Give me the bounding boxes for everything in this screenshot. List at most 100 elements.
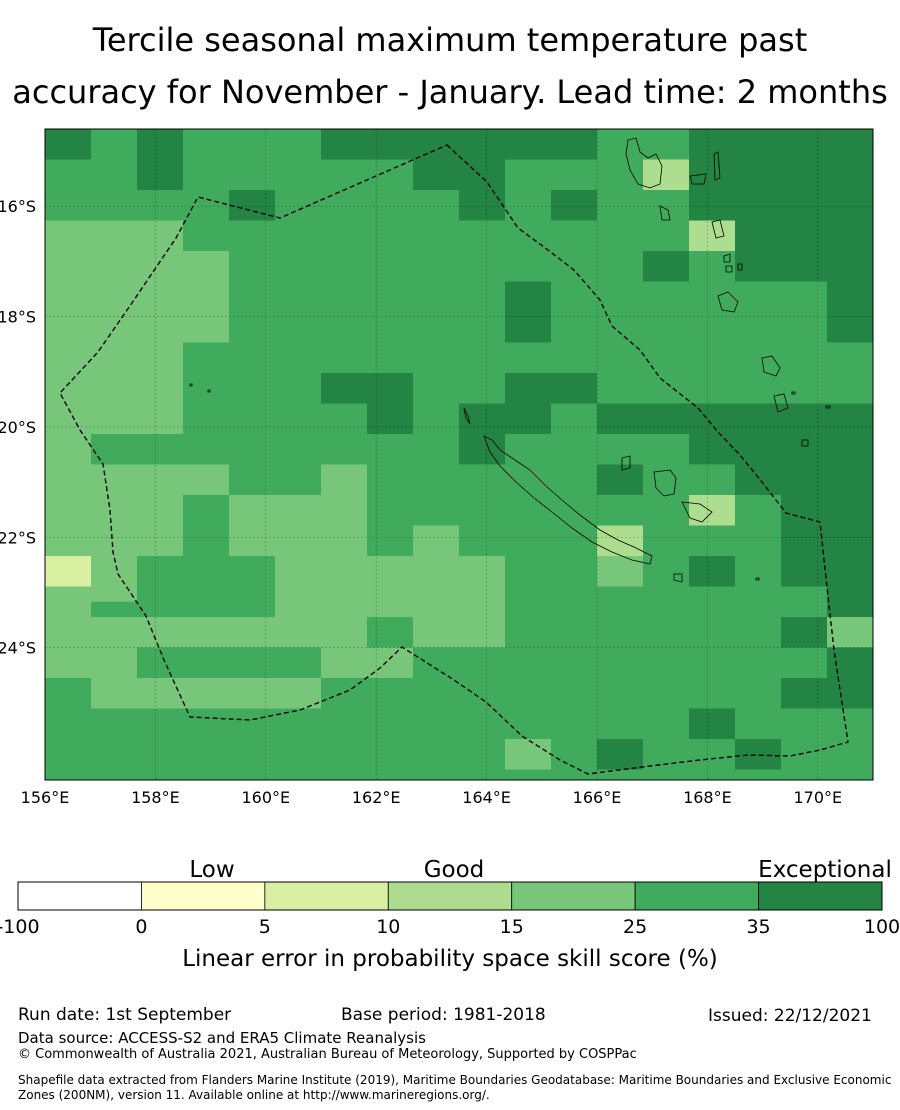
skill-cell (551, 190, 597, 221)
colorbar-tick-label: 100 (864, 916, 900, 938)
island-small-7 (755, 577, 760, 581)
skill-cell (91, 342, 183, 373)
skill-cell (321, 525, 367, 556)
skill-cell (91, 525, 183, 556)
island-small-2 (725, 265, 733, 273)
colorbar-swatch (264, 881, 389, 911)
island-lifou (653, 469, 677, 497)
island-ouvea (463, 407, 471, 425)
skill-cell (413, 525, 459, 556)
title-line-2: accuracy for November - January. Lead ti… (12, 73, 888, 111)
island-pentecost (711, 219, 725, 239)
skill-cell (275, 556, 505, 587)
skill-cell (459, 403, 551, 434)
skill-cell (45, 342, 91, 373)
skill-cell (597, 739, 643, 770)
island-small-4 (189, 383, 193, 387)
island-tanna (717, 291, 739, 313)
base-period: Base period: 1981-2018 (341, 1005, 546, 1025)
skill-cell (643, 251, 689, 282)
lat-tick-label: 24°S (0, 639, 36, 658)
skill-cell (827, 281, 873, 343)
colorbar-tick-label: 15 (500, 916, 524, 938)
island-loyalty-east (773, 393, 789, 413)
lon-tick-label: 162°E (352, 788, 401, 807)
skill-cell (597, 464, 643, 495)
skill-cell (689, 220, 735, 251)
skill-cell (781, 617, 827, 648)
colorbar-swatch (141, 881, 266, 911)
map-title: Tercile seasonal maximum temperature pas… (0, 14, 900, 118)
lon-tick-label: 160°E (241, 788, 290, 807)
skill-cell (45, 495, 183, 526)
skill-cell (45, 586, 91, 617)
skill-cell (45, 556, 91, 587)
skill-cell (91, 586, 137, 602)
island-matthew (801, 439, 809, 447)
skill-cell (689, 129, 873, 221)
skill-cell (505, 281, 551, 343)
colorbar-frame (17, 881, 883, 911)
island-mare (681, 501, 713, 523)
shapefile-credit-2: Zones (200NM), version 11. Available onl… (18, 1088, 490, 1102)
data-source: Data source: ACCESS-S2 and ERA5 Climate … (18, 1029, 426, 1047)
skill-cell (735, 739, 781, 770)
island-isle-of-pines (673, 573, 683, 583)
skill-cell (137, 129, 183, 190)
island-small-1 (723, 253, 731, 263)
island-small-5 (207, 389, 211, 393)
skill-cell (91, 464, 137, 495)
skill-cell (827, 586, 873, 617)
island-aneityum (761, 355, 781, 377)
coastlines (189, 137, 831, 583)
colorbar-swatch (634, 881, 759, 911)
skill-cell (413, 129, 597, 160)
lat-tick-label: 16°S (0, 197, 36, 216)
skill-cell (321, 617, 367, 678)
colorbar-tick-label: 0 (135, 916, 147, 938)
colorbar-title: Linear error in probability space skill … (182, 946, 718, 972)
skill-cell (45, 129, 91, 160)
colorbar-tick-label: 35 (746, 916, 770, 938)
colorbar-swatch (387, 881, 513, 911)
lon-tick-label: 168°E (683, 788, 732, 807)
skill-cell (367, 403, 413, 434)
island-malekula (659, 205, 671, 221)
skill-grid (45, 129, 873, 770)
island-ambae (713, 151, 721, 181)
lon-tick-label: 164°E (462, 788, 511, 807)
skill-cell (321, 464, 367, 495)
colorbar-tick-label: 5 (259, 916, 271, 938)
skill-cell (183, 251, 229, 343)
island-tiga (621, 455, 631, 471)
colorbar-category-label: Good (424, 857, 485, 883)
skill-cell (45, 373, 183, 434)
skill-cell (45, 434, 91, 495)
skill-cell (505, 739, 551, 770)
skill-cell (827, 617, 873, 648)
map-axes: 156°E 158°E 160°E 162°E 164°E 166°E 168°E 170°E… (0, 197, 842, 807)
colorbar-swatch (511, 881, 636, 911)
skill-cell (781, 525, 873, 587)
skill-cell (275, 586, 505, 617)
lon-tick-label: 158°E (131, 788, 180, 807)
lat-tick-label: 22°S (0, 528, 36, 547)
island-small-8 (791, 391, 796, 395)
lat-tick-label: 20°S (0, 418, 36, 437)
skill-cell (459, 190, 505, 221)
skill-cell (321, 373, 413, 404)
graticule (45, 129, 873, 780)
shapefile-credit-1: Shapefile data extracted from Flanders M… (18, 1073, 892, 1087)
skill-cell (689, 708, 735, 739)
lon-tick-label: 170°E (793, 788, 842, 807)
skill-cell (827, 464, 873, 526)
skill-cell (367, 647, 413, 678)
map-frame (44, 128, 874, 781)
skill-cell (505, 373, 597, 404)
copyright: © Commonwealth of Australia 2021, Austra… (18, 1047, 637, 1062)
skill-cell (91, 678, 321, 709)
run-date: Run date: 1st September (18, 1005, 232, 1025)
island-efate (689, 173, 707, 185)
issued-date: Issued: 22/12/2021 (708, 1006, 872, 1026)
island-small-3 (737, 263, 743, 271)
